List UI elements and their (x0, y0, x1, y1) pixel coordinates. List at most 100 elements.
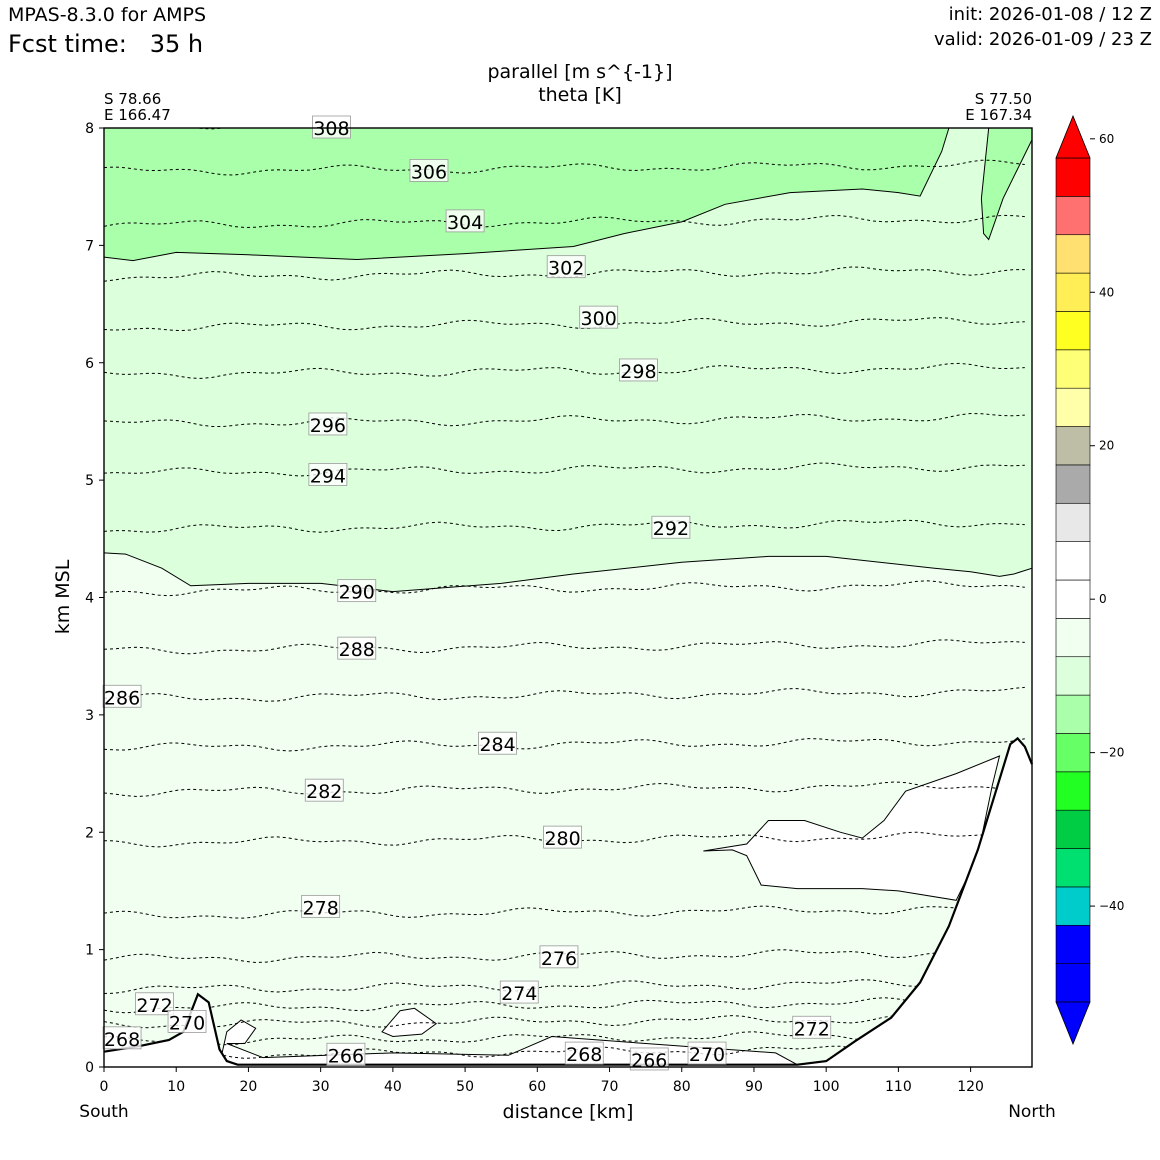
contour-label-272: 272 (792, 1015, 832, 1040)
contour-label-296: 296 (308, 412, 348, 437)
contour-label-text: 280 (544, 828, 580, 850)
contour-label-text: 270 (169, 1012, 205, 1034)
x-tick-label: 100 (813, 1079, 840, 1095)
contour-label-286: 286 (102, 684, 142, 709)
colorbar-tick-label: 60 (1099, 132, 1114, 146)
contour-label-268: 268 (564, 1041, 604, 1066)
contour-label-266: 266 (629, 1047, 669, 1072)
theta-contour-294 (104, 462, 1025, 477)
y-tick-label: 2 (85, 825, 94, 841)
theta-contour-288 (104, 639, 1025, 655)
contour-label-text: 302 (548, 258, 584, 280)
contour-label-text: 268 (104, 1029, 140, 1051)
contour-label-text: 268 (566, 1044, 602, 1066)
x-tick-label: 80 (673, 1079, 691, 1095)
colorbar-segment (1055, 541, 1091, 581)
contour-label-text: 282 (306, 781, 342, 803)
contour-label-layer: 308 306 304 302 300 298 296 294 292 290 288 286 284 2… (102, 115, 832, 1072)
region-strong-wind-outline (104, 128, 950, 262)
theta-contour-308 (193, 128, 226, 130)
colorbar-tick-label: −20 (1099, 746, 1124, 760)
theta-contour-270 (104, 1014, 1025, 1029)
forecast-time: Fcst time: 35 h (8, 30, 203, 58)
y-axis: 0 1 2 3 4 5 6 7 8 (85, 121, 104, 1076)
colorbar-segment (1055, 311, 1091, 351)
y-tick-label: 7 (85, 238, 94, 254)
x-tick-label: 50 (456, 1079, 474, 1095)
contour-label-text: 294 (310, 465, 346, 487)
x-tick-label: 0 (100, 1079, 109, 1095)
contour-label-292: 292 (651, 515, 691, 540)
region-mid-wind-outline (104, 552, 1032, 593)
y-tick-label: 5 (85, 473, 94, 489)
colorbar-segment (1055, 349, 1091, 389)
theta-contour-298 (104, 362, 1025, 379)
colorbar-segment (1055, 387, 1091, 427)
y-tick-label: 8 (85, 121, 94, 137)
contour-label-308: 308 (312, 115, 351, 140)
x-tick-label: 30 (312, 1079, 330, 1095)
contour-label-280: 280 (543, 825, 582, 850)
theta-contour-272 (104, 997, 1025, 1014)
contour-label-text: 274 (501, 983, 537, 1005)
contour-label-text: 270 (689, 1044, 725, 1066)
contour-label-text: 306 (411, 161, 447, 183)
contour-label-266: 266 (326, 1042, 366, 1067)
colorbar-tick-label: 20 (1099, 439, 1114, 453)
colorbar-segment (1055, 963, 1091, 1003)
contour-label-text: 266 (328, 1045, 364, 1067)
y-tick-label: 0 (85, 1060, 94, 1076)
contour-label-text: 284 (479, 734, 515, 756)
contour-label-272: 272 (135, 992, 174, 1017)
colorbar-segment (1055, 502, 1091, 542)
contour-label-270: 270 (167, 1009, 207, 1034)
contour-label-268: 268 (102, 1026, 142, 1051)
contour-label-text: 304 (447, 212, 483, 234)
forecast-time-value: 35 h (149, 30, 204, 58)
model-title: MPAS-8.3.0 for AMPS (8, 4, 207, 26)
x-tick-label: 20 (240, 1079, 258, 1095)
x-axis: 0 10 20 30 40 50 60 70 80 90 100 110 120 (100, 1067, 984, 1095)
terrain-fill (104, 738, 1032, 1067)
colorbar-tick-label: −40 (1099, 899, 1124, 913)
contour-label-278: 278 (301, 894, 341, 919)
region-strong-wind (104, 128, 949, 261)
x-tick-label: 10 (167, 1079, 185, 1095)
colorbar-segment (1055, 809, 1091, 849)
contour-label-274: 274 (499, 980, 539, 1005)
colorbar-segment (1055, 196, 1091, 236)
x-tick-label: 70 (601, 1079, 619, 1095)
end-lat: S 77.50 (975, 90, 1032, 108)
colorbar-segment (1055, 771, 1091, 811)
contour-label-text: 278 (303, 897, 339, 919)
x-tick-label: 40 (384, 1079, 402, 1095)
theta-contour-292 (104, 519, 1025, 533)
colorbar-tick-label: 40 (1099, 285, 1114, 299)
colorbar-segment (1055, 733, 1091, 773)
colorbar-segment (1055, 464, 1091, 504)
y-tick-label: 6 (85, 356, 94, 372)
colorbar-over-triangle (1055, 114, 1091, 159)
theta-contour-284 (104, 738, 1025, 752)
contour-label-304: 304 (445, 209, 485, 234)
contour-label-276: 276 (539, 945, 579, 970)
theta-contour-286 (104, 686, 1025, 702)
colorbar-segment (1055, 924, 1091, 964)
theta-contour-268 (104, 1029, 1025, 1046)
region-strong-wind-patch (980, 128, 1032, 241)
colorbar-segment (1055, 157, 1091, 197)
terrain-layer (103, 736, 1034, 1067)
contour-label-306: 306 (409, 159, 449, 183)
region-calm-blob (381, 1007, 438, 1038)
contour-label-270: 270 (687, 1041, 727, 1066)
y-tick-label: 1 (85, 943, 94, 959)
theta-contour-274 (104, 978, 1025, 994)
colorbar-segment (1055, 694, 1091, 734)
contour-label-text: 296 (310, 415, 346, 437)
chart-subtitle: theta [K] (538, 84, 622, 106)
contour-label-text: 288 (339, 639, 375, 661)
contour-label-288: 288 (337, 636, 377, 661)
theta-contour-304 (104, 214, 1025, 229)
colorbar-segment (1055, 579, 1091, 619)
